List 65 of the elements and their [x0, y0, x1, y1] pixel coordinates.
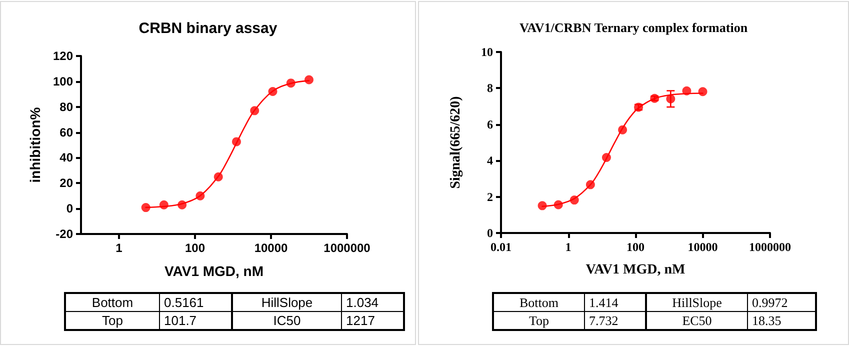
- point: [178, 200, 187, 210]
- text: IC50: [232, 312, 342, 330]
- point: [538, 201, 547, 210]
- x-tick-label: 1000000: [749, 240, 791, 254]
- text: 1.414: [584, 293, 646, 312]
- point: [682, 86, 692, 96]
- text: HillSlope: [232, 293, 342, 312]
- chart-title: VAV1/CRBN Ternary complex formation: [519, 20, 748, 35]
- point: [268, 86, 278, 96]
- y-tick-label: 0: [66, 202, 74, 216]
- point: [586, 180, 595, 190]
- text: 18.35: [748, 312, 816, 330]
- point: [570, 196, 579, 205]
- text: Top: [493, 312, 584, 330]
- text: Bottom: [65, 293, 160, 312]
- x-axis-title: VAV1 MGD, nM: [164, 263, 264, 279]
- x-tick-label: 0.01: [490, 240, 512, 254]
- x-tick-label: 100: [626, 240, 644, 254]
- y-tick-label: 4: [487, 154, 493, 168]
- y-tick-label: 60: [60, 125, 74, 140]
- y-tick-label: 80: [60, 100, 74, 114]
- y-tick-label: 2: [487, 190, 493, 204]
- y-axis-title: inhibition%: [27, 106, 44, 183]
- text: 1.034: [342, 293, 404, 312]
- text: 101.7: [160, 312, 232, 330]
- x-tick-label: 100: [184, 241, 206, 255]
- y-tick-label: 8: [487, 81, 493, 96]
- x-tick-label: 10000: [688, 240, 718, 254]
- text: HillSlope: [646, 293, 748, 312]
- text: 0.9972: [748, 293, 816, 312]
- point: [250, 106, 260, 116]
- text: Bottom: [493, 293, 584, 312]
- y-tick-label: 6: [487, 117, 493, 132]
- chart-title: CRBN binary assay: [138, 20, 278, 37]
- point: [159, 200, 168, 210]
- point: [286, 78, 296, 88]
- y-tick-label: 0: [487, 226, 493, 240]
- x-tick-label: 1000000: [324, 241, 371, 255]
- y-tick-label: 100: [52, 74, 74, 88]
- y-axis-title: Signal(665/620): [448, 96, 464, 189]
- text: 1217: [342, 312, 404, 330]
- text: 7.732: [584, 312, 646, 330]
- point: [141, 203, 150, 212]
- x-tick-label: 1: [116, 241, 123, 255]
- y-tick-label: 40: [60, 150, 74, 165]
- y-tick-label: 10: [481, 45, 493, 59]
- text: 0.5161: [160, 293, 232, 312]
- point: [214, 172, 223, 182]
- point: [602, 153, 611, 162]
- point: [196, 191, 205, 200]
- x-tick-label: 1: [565, 240, 572, 254]
- x-tick-label: 10000: [254, 241, 288, 255]
- point: [666, 94, 676, 104]
- point: [650, 94, 660, 103]
- y-tick-label: -20: [56, 227, 74, 241]
- x-axis-title: VAV1 MGD, nM: [586, 262, 686, 278]
- y-tick-label: 120: [52, 49, 74, 63]
- text: EC50: [646, 312, 748, 330]
- text: Top: [65, 312, 160, 330]
- point: [618, 125, 628, 134]
- point: [698, 87, 708, 96]
- point: [232, 137, 241, 146]
- y-tick-label: 20: [60, 176, 74, 190]
- point: [304, 75, 314, 84]
- point: [554, 200, 563, 210]
